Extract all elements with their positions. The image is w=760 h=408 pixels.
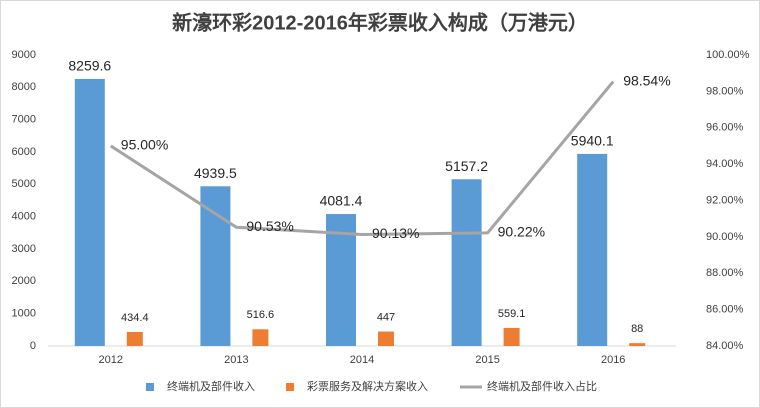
y-tick-label: 6000	[12, 146, 36, 158]
y2-tick-label: 86.00%	[706, 304, 744, 316]
bar-value-label: 559.1	[498, 308, 526, 320]
bar-value-label: 434.4	[121, 312, 149, 324]
x-tick-label: 2013	[224, 354, 248, 366]
y-tick-label: 4000	[12, 211, 36, 223]
legend-label: 彩票服务及解决方案收入	[307, 379, 428, 393]
y-tick-label: 7000	[12, 114, 36, 126]
y2-tick-label: 88.00%	[706, 267, 744, 279]
x-tick-label: 2012	[99, 354, 123, 366]
y2-tick-label: 100.00%	[706, 49, 750, 61]
bar-value-label: 5940.1	[571, 133, 614, 149]
bar-value-label: 4081.4	[320, 193, 363, 209]
y2-tick-label: 96.00%	[706, 122, 744, 134]
bar	[577, 153, 608, 346]
legend-swatch	[286, 383, 294, 391]
bar-value-label: 8259.6	[68, 58, 111, 74]
y-tick-label: 0	[30, 340, 36, 352]
y2-tick-label: 92.00%	[706, 194, 744, 206]
line-value-label: 95.00%	[121, 137, 168, 153]
bar-value-label: 516.6	[247, 309, 275, 321]
line-value-label: 90.22%	[498, 224, 545, 240]
bar	[326, 214, 356, 346]
x-tick-label: 2014	[350, 354, 374, 366]
y-tick-label: 8000	[12, 81, 36, 93]
y2-tick-label: 94.00%	[706, 158, 744, 170]
bar-value-label: 5157.2	[445, 158, 488, 174]
bar-value-label: 447	[377, 311, 395, 323]
bar	[451, 179, 482, 346]
y-tick-label: 1000	[12, 308, 36, 320]
y2-tick-label: 98.00%	[706, 85, 744, 97]
line-value-label: 90.53%	[246, 218, 293, 234]
bar	[252, 329, 269, 346]
legend-label: 终端机及部件收入	[167, 379, 255, 393]
chart-title: 新濠环彩2012-2016年彩票收入构成（万港元）	[172, 10, 588, 34]
y-tick-label: 3000	[12, 243, 36, 255]
legend-swatch	[146, 383, 154, 391]
line-value-label: 90.13%	[372, 225, 419, 241]
y2-tick-label: 90.00%	[706, 231, 744, 243]
bar	[629, 343, 646, 346]
bar	[200, 186, 231, 346]
y2-tick-label: 84.00%	[706, 340, 744, 352]
x-tick-label: 2015	[475, 354, 499, 366]
legend-label: 终端机及部件收入占比	[487, 379, 597, 393]
x-tick-label: 2016	[601, 354, 625, 366]
line-value-label: 98.54%	[623, 72, 670, 88]
bar	[378, 331, 394, 346]
line	[109, 80, 615, 237]
bar	[74, 78, 105, 346]
bar	[503, 327, 520, 346]
y-tick-label: 9000	[12, 49, 36, 61]
bar-value-label: 88	[631, 323, 643, 335]
bar	[126, 331, 143, 346]
bar-value-label: 4939.5	[194, 165, 237, 181]
y-tick-label: 5000	[12, 178, 36, 190]
y-tick-label: 2000	[12, 275, 36, 287]
